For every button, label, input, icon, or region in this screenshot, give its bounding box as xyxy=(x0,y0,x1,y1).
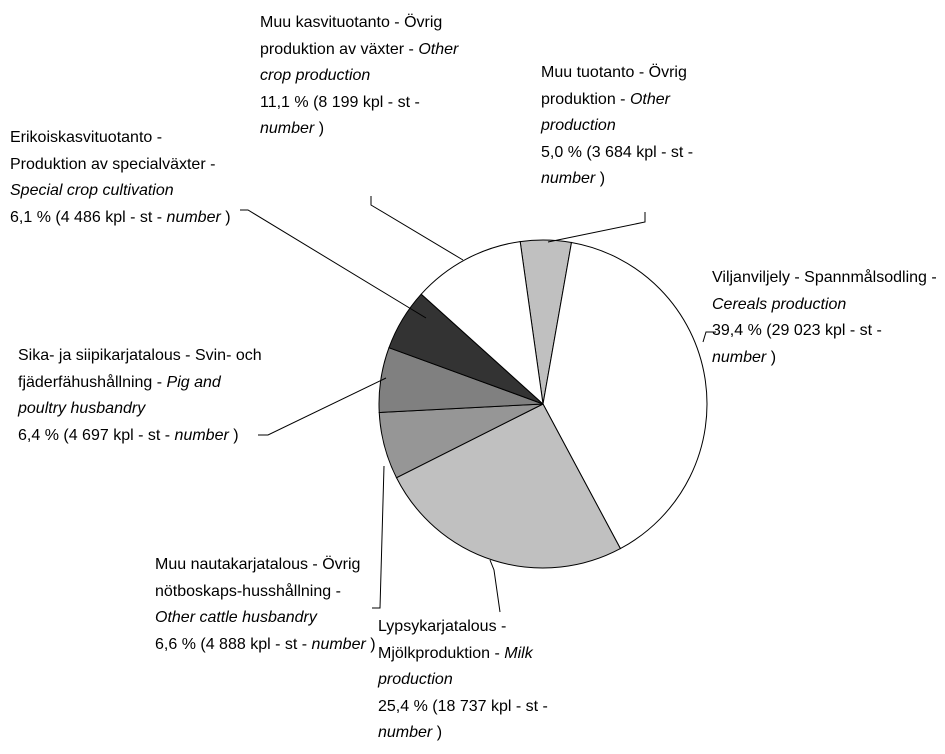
slice-label: Viljanviljely - Spannmålsodling - Cereal… xyxy=(712,265,937,371)
label-text: Muu tuotanto - Övrig produktion - xyxy=(541,64,687,108)
label-text: 29 023 xyxy=(771,322,821,339)
label-text: ) xyxy=(436,724,443,741)
slice-label: Muu nautakarjatalous - Övrig nötboskaps-… xyxy=(155,552,377,658)
label-text: kpl - st - xyxy=(105,208,163,226)
label-text: 39,4 % xyxy=(712,322,762,339)
wedge xyxy=(420,241,544,406)
label-text: 11,1 % xyxy=(260,93,309,111)
label-text: number xyxy=(378,724,433,741)
label-text: Lypsykarjatalous - Mjölkproduktion - xyxy=(378,618,507,662)
label-text: ) xyxy=(225,208,231,226)
label-text: 5,0 % xyxy=(541,143,582,161)
label-text: number xyxy=(311,635,366,653)
leader-line xyxy=(370,196,464,261)
label-text: Cereals production xyxy=(712,295,847,313)
label-text: Special crop cultivation xyxy=(10,182,174,199)
label-text: kpl - st - xyxy=(362,93,420,111)
label-text: Other production xyxy=(541,90,670,135)
leader-line xyxy=(372,465,385,609)
label-text: Muu nautakarjatalous - Övrig nötboskaps-… xyxy=(155,556,361,600)
slice-label: Muu tuotanto - Övrig produktion - Other … xyxy=(541,60,736,193)
label-text: number xyxy=(541,170,596,187)
label-text: ) xyxy=(233,426,239,444)
label-text: number xyxy=(174,426,229,444)
pie xyxy=(378,239,708,569)
label-text: ) xyxy=(370,635,376,653)
label-text: 18 737 xyxy=(437,697,487,715)
label-text: Viljanviljely - Spannmålsodling - xyxy=(712,269,937,286)
leader-line xyxy=(489,559,501,613)
slice-label: Erikoiskasvituotanto - Produktion av spe… xyxy=(10,125,242,231)
label-text: ) xyxy=(770,348,777,366)
slice-label: Muu kasvituotanto - Övrig produktion av … xyxy=(260,10,460,143)
leader-line xyxy=(547,212,646,243)
slice-label: Lypsykarjatalous - Mjölkproduktion - Mil… xyxy=(378,614,583,747)
label-text: 4 697 xyxy=(68,426,109,444)
wedge xyxy=(542,241,708,550)
label-text: ( xyxy=(63,426,69,444)
label-text: Milk production xyxy=(378,644,533,689)
slice-label: Sika- ja siipikarjatalous - Svin- och fj… xyxy=(18,343,263,449)
label-text: 4 888 xyxy=(205,635,246,653)
label-text: ( xyxy=(432,697,438,715)
label-text: kpl - st - xyxy=(636,143,694,161)
label-text: number xyxy=(712,348,767,366)
label-text: 6,1 % xyxy=(10,208,51,226)
leader-line xyxy=(702,331,716,343)
label-text: ( xyxy=(586,143,592,161)
leader-line xyxy=(240,209,427,319)
label-text: Other crop production xyxy=(260,40,459,85)
label-text: ( xyxy=(200,635,206,653)
label-text: kpl - st - xyxy=(490,697,548,715)
label-text: Other cattle husbandry xyxy=(155,609,317,626)
wedge xyxy=(395,403,622,569)
label-text: number xyxy=(260,120,315,137)
label-text: Erikoiskasvituotanto - Produktion av spe… xyxy=(10,129,216,173)
label-text: Pig and poultry husbandry xyxy=(18,373,221,418)
label-text: kpl - st - xyxy=(113,426,171,444)
label-text: Sika- ja siipikarjatalous - Svin- och fj… xyxy=(18,347,262,391)
label-text: 6,4 % xyxy=(18,426,59,444)
label-text: ) xyxy=(599,170,606,187)
label-text: number xyxy=(166,208,221,226)
label-text: ( xyxy=(55,208,61,226)
leader-line xyxy=(258,377,387,436)
label-text: 8 199 xyxy=(318,93,359,111)
label-text: ( xyxy=(766,322,772,339)
label-text: kpl - st - xyxy=(250,635,308,653)
label-text: ) xyxy=(318,120,325,137)
label-text: 25,4 % xyxy=(378,697,428,715)
label-text: Muu kasvituotanto - Övrig produktion av … xyxy=(260,14,443,58)
label-text: 3 684 xyxy=(591,143,632,161)
label-text: ( xyxy=(313,93,319,111)
label-text: 4 486 xyxy=(60,208,101,226)
label-text: kpl - st - xyxy=(824,322,882,339)
label-text: 6,6 % xyxy=(155,635,196,653)
